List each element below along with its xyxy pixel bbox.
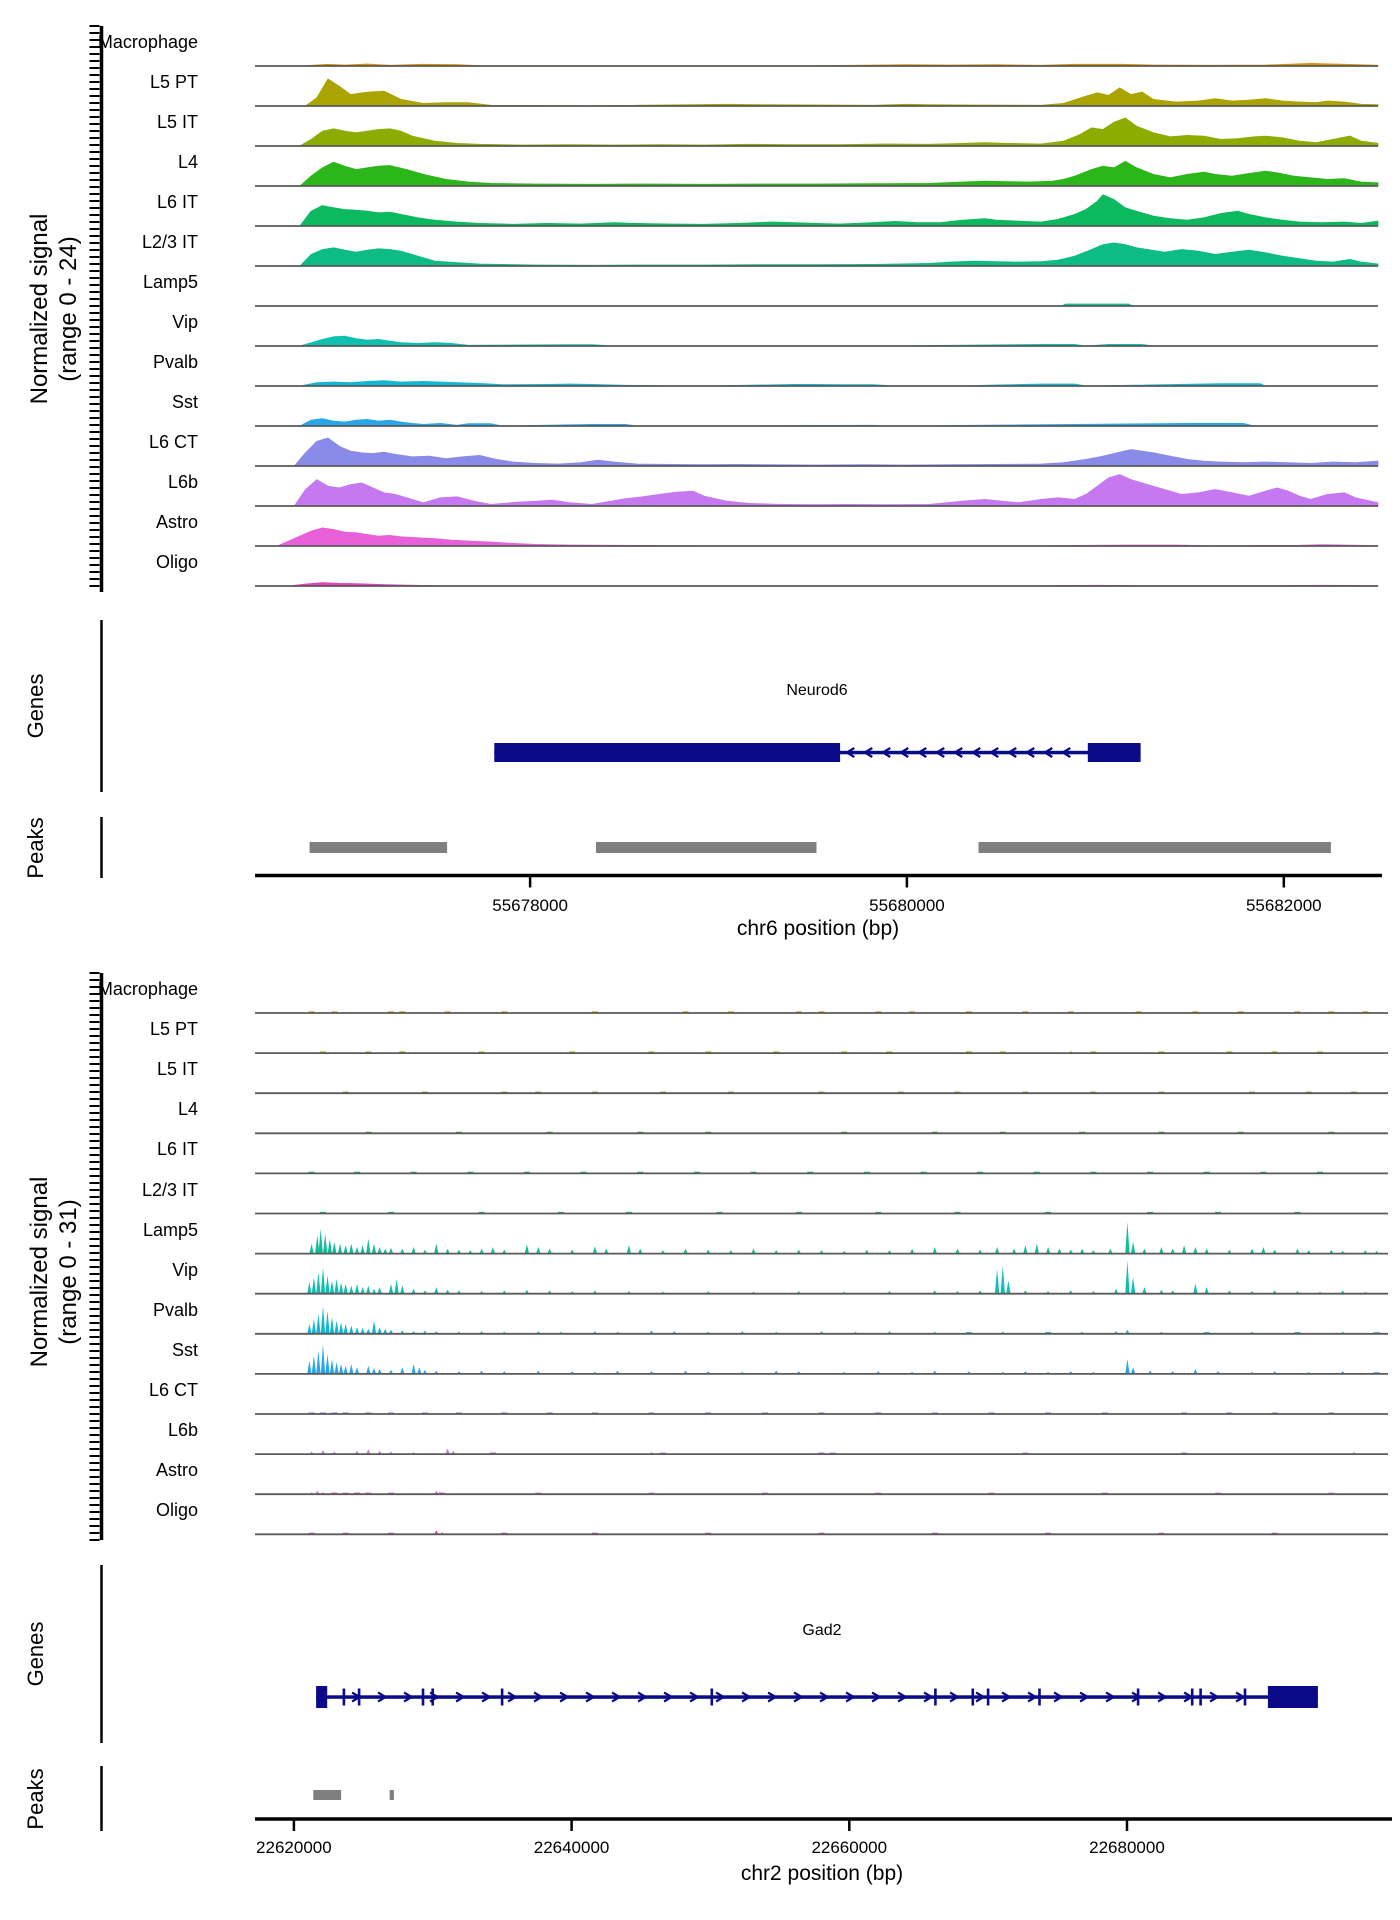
x-tick-label: 55678000 <box>492 896 568 915</box>
signal-track-Macrophage <box>255 1011 1388 1014</box>
x-axis <box>255 873 1382 888</box>
signal-track-Oligo <box>255 1530 1388 1536</box>
signal-track-L4 <box>255 160 1379 187</box>
peaks-track <box>309 842 1331 853</box>
track-label-macrophage: Macrophage <box>97 32 198 52</box>
y-axis-label-line1: Normalized signal <box>26 1176 53 1368</box>
signal-track-L6-CT <box>255 1412 1388 1415</box>
gene-name-neurod6: Neurod6 <box>786 682 848 699</box>
track-label-l5-it: L5 IT <box>156 112 198 132</box>
track-label-oligo: Oligo <box>155 1500 198 1521</box>
signal-track-L6b <box>255 1448 1388 1455</box>
track-label-l2-3-it: L2/3 IT <box>141 1179 198 1200</box>
track-label-l5-pt: L5 PT <box>149 1019 198 1040</box>
track-label-l6-ct: L6 CT <box>148 432 198 452</box>
track-label-l5-pt: L5 PT <box>149 72 198 92</box>
x-tick-label: 55680000 <box>869 896 945 915</box>
track-label-l5-it: L5 IT <box>156 1059 198 1080</box>
genes-section-label-panel1: Genes <box>23 673 48 739</box>
track-label-oligo: Oligo <box>155 552 198 572</box>
y-axis-label-panel1: Normalized signal (range 0 - 24) <box>25 214 83 405</box>
x-axis-title-panel2: chr2 position (bp) <box>740 1862 904 1885</box>
x-tick-label: 22620000 <box>256 1838 332 1857</box>
track-label-pvalb: Pvalb <box>152 1299 198 1320</box>
genes-section-label-panel2: Genes <box>23 1621 48 1687</box>
signal-track-L2-3-IT <box>255 1211 1388 1215</box>
x-axis <box>255 1817 1392 1831</box>
signal-track-L5-IT <box>255 1091 1388 1095</box>
track-label-l6b: L6b <box>167 472 198 492</box>
signal-track-L5-PT <box>255 78 1379 107</box>
track-label-l6-it: L6 IT <box>156 1139 198 1160</box>
signal-track-Astro <box>255 1490 1388 1496</box>
signal-track-Lamp5 <box>255 303 1378 307</box>
track-label-vip: Vip <box>172 312 198 332</box>
signal-track-Sst <box>255 418 1378 427</box>
track-label-astro: Astro <box>155 512 198 532</box>
track-label-l6-ct: L6 CT <box>148 1380 198 1400</box>
track-label-astro: Astro <box>155 1460 198 1481</box>
signal-track-Vip <box>255 1260 1388 1295</box>
track-label-l6-it: L6 IT <box>156 192 198 212</box>
signal-track-Macrophage <box>255 62 1379 67</box>
peaks-track <box>313 1790 394 1800</box>
x-tick-label: 22660000 <box>811 1838 888 1857</box>
signal-track-Sst <box>255 1344 1388 1375</box>
y-axis-label-panel2: Normalized signal (range 0 - 31) <box>25 1177 83 1368</box>
signal-track-L5-IT <box>255 117 1379 147</box>
signal-track-L5-PT <box>255 1051 1388 1054</box>
signal-track-Vip <box>255 335 1378 347</box>
track-label-l4: L4 <box>177 152 198 172</box>
signal-track-Astro <box>255 527 1379 547</box>
x-tick-label: 55682000 <box>1245 896 1322 915</box>
x-tick-label: 22640000 <box>533 1838 610 1857</box>
signal-track-L4 <box>255 1131 1388 1135</box>
gene-name-gad2: Gad2 <box>802 1622 842 1639</box>
signal-track-L2-3-IT <box>255 242 1379 267</box>
signal-track-Lamp5 <box>255 1222 1388 1255</box>
gene-model-neurod6 <box>494 743 1141 762</box>
track-label-pvalb: Pvalb <box>152 352 198 372</box>
track-label-l2-3-it: L2/3 IT <box>141 232 198 252</box>
track-label-vip: Vip <box>172 1259 198 1280</box>
signal-scale-ruler <box>89 25 104 592</box>
x-tick-label: 22680000 <box>1089 1838 1165 1857</box>
y-axis-label-line2: (range 0 - 31) <box>55 1199 82 1345</box>
signal-track-L6-IT <box>255 194 1379 227</box>
signal-track-Oligo <box>255 582 1379 587</box>
y-axis-label-line2: (range 0 - 24) <box>55 236 82 382</box>
track-label-l4: L4 <box>177 1099 198 1120</box>
track-label-lamp5: Lamp5 <box>142 272 198 292</box>
gene-model-gad2 <box>316 1686 1318 1708</box>
track-label-l6b: L6b <box>167 1420 198 1441</box>
track-label-sst: Sst <box>171 1339 198 1360</box>
peaks-section-label-panel2: Peaks <box>23 1768 48 1830</box>
signal-track-L6b <box>255 474 1379 507</box>
track-label-sst: Sst <box>171 392 198 412</box>
y-axis-label-line1: Normalized signal <box>26 213 53 405</box>
x-axis-title-panel1: chr6 position (bp) <box>736 917 900 940</box>
signal-track-Pvalb <box>255 1305 1388 1335</box>
signal-track-L6-CT <box>255 437 1379 467</box>
signal-track-Pvalb <box>255 380 1378 387</box>
track-label-lamp5: Lamp5 <box>142 1219 198 1240</box>
peaks-section-label-panel1: Peaks <box>23 817 48 879</box>
track-label-macrophage: Macrophage <box>97 979 198 999</box>
signal-scale-ruler <box>89 972 104 1541</box>
signal-track-L6-IT <box>255 1171 1388 1175</box>
